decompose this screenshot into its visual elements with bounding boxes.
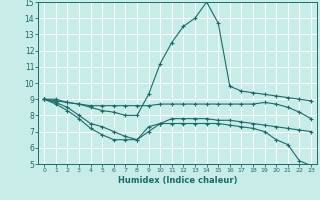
X-axis label: Humidex (Indice chaleur): Humidex (Indice chaleur) [118,176,237,185]
